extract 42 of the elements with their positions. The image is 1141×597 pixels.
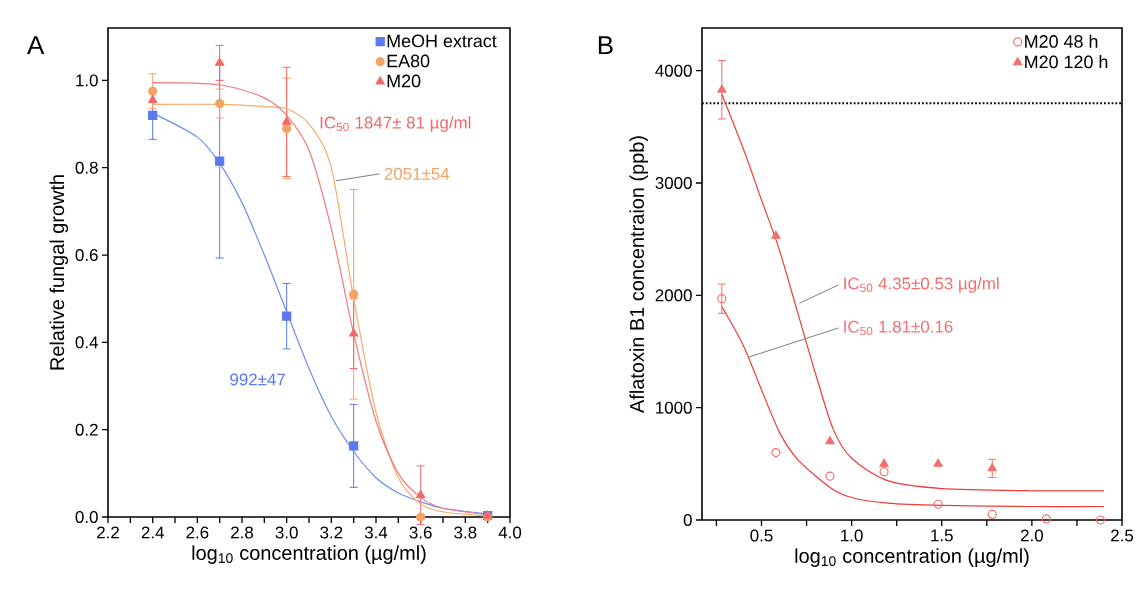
- x-tick-label: 2.4: [141, 526, 164, 539]
- legend-label: MeOH extract: [387, 34, 497, 48]
- y-tick-label: 3000: [655, 177, 692, 190]
- y-tick-label: 1.0: [76, 74, 98, 87]
- x-tick-label: 2.5: [1111, 529, 1134, 542]
- y-tick-label: 1000: [656, 401, 692, 414]
- annotation: IC$_{50}$ 1.81±0.16: [844, 320, 953, 336]
- y-tick-label: 0: [683, 514, 692, 526]
- y-tick-label: 0.8: [75, 161, 98, 174]
- y-tick-label: 0.6: [75, 249, 98, 262]
- y-tick-label: 4000: [655, 64, 692, 77]
- x-tick-label: 4.0: [498, 526, 522, 539]
- x-tick-label: 0.5: [750, 529, 773, 542]
- y-tick-label: 0.0: [75, 511, 98, 523]
- y-tick-label: 0.4: [75, 336, 98, 349]
- x-tick-label: 3.8: [454, 526, 477, 539]
- x-tick-label: 1.5: [931, 529, 953, 542]
- legend-label: EA80: [387, 54, 430, 68]
- x-tick-label: 3.0: [275, 526, 298, 539]
- y-axis-title: Relative fungal growth: [49, 175, 69, 370]
- legend-label: M20 120 h: [1025, 55, 1108, 69]
- x-tick-label: 2.0: [1020, 529, 1043, 542]
- x-tick-label: 3.4: [364, 526, 388, 539]
- y-axis-title: Aflatoxin B1 concentraion (ppb): [629, 136, 648, 413]
- x-axis-title: log$_{10}$ concentration (µg/ml): [192, 545, 426, 564]
- legend-label: M20: [387, 74, 421, 88]
- chart-title: A: [27, 36, 45, 55]
- annotation: IC$_{50}$ 4.35±0.53 µg/ml: [844, 277, 999, 293]
- x-tick-label: 3.2: [320, 526, 343, 539]
- annotation: 2051±54: [384, 167, 450, 180]
- legend-label: M20 48 h: [1025, 34, 1098, 48]
- annotation: 992±47: [230, 373, 285, 386]
- y-tick-label: 2000: [655, 289, 692, 302]
- x-axis-title: log$_{10}$ concentration (µg/ml): [795, 548, 1029, 567]
- x-tick-label: 2.2: [97, 526, 119, 539]
- annotation: IC$_{50}$ 1847± 81 µg/ml: [320, 116, 471, 132]
- x-tick-label: 2.8: [231, 526, 254, 539]
- x-tick-label: 3.6: [409, 526, 432, 539]
- x-tick-label: 2.6: [186, 526, 209, 539]
- chart-title: B: [598, 36, 613, 55]
- x-tick-label: 1.0: [841, 529, 863, 542]
- y-tick-label: 0.2: [75, 423, 98, 436]
